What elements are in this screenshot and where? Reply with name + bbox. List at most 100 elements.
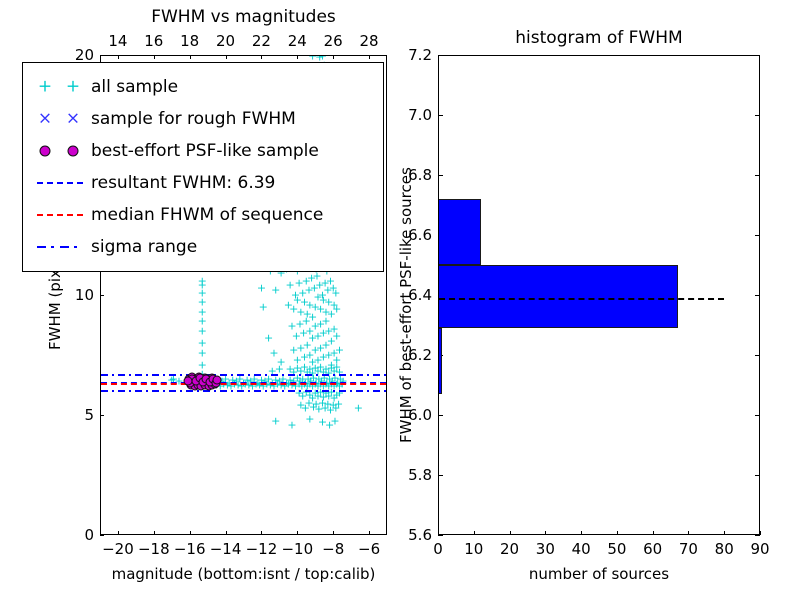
- all-sample-point: +: [242, 373, 252, 387]
- histogram-title: histogram of FWHM: [515, 28, 683, 48]
- all-sample-point: +: [287, 418, 297, 432]
- all-sample-point: +: [305, 412, 315, 426]
- all-sample-point: +: [315, 278, 325, 292]
- all-sample-point: +: [298, 286, 308, 300]
- histogram-bar: [439, 199, 481, 265]
- scatter-top-xtick: [369, 55, 371, 59]
- all-sample-point: +: [295, 374, 305, 388]
- scatter-reference-line: [101, 382, 386, 385]
- scatter-xtick: [117, 531, 119, 535]
- all-sample-point: +: [296, 364, 306, 378]
- all-sample-point: +: [197, 278, 207, 292]
- histogram-ytick-label: 5.8: [408, 466, 432, 484]
- legend-item-marker: [29, 135, 91, 167]
- all-sample-point: +: [326, 361, 336, 375]
- histogram-ytick: [438, 55, 443, 56]
- all-sample-point: +: [335, 372, 345, 386]
- all-sample-point: +: [318, 379, 328, 393]
- histogram-xtick: [438, 531, 439, 535]
- all-sample-point: +: [301, 385, 311, 399]
- all-sample-point: +: [294, 386, 304, 400]
- all-sample-point: +: [324, 368, 333, 379]
- histogram-ytick: [438, 115, 443, 116]
- all-sample-point: +: [301, 314, 311, 328]
- histogram-ytick: [438, 175, 443, 176]
- all-sample-point: +: [231, 374, 241, 388]
- all-sample-point: +: [353, 401, 363, 415]
- all-sample-point: +: [324, 379, 334, 393]
- all-sample-point: +: [296, 305, 306, 319]
- scatter-top-xtick-label: 26: [323, 32, 343, 50]
- legend-item-marker: [29, 231, 91, 263]
- plus-icon: +: [37, 76, 53, 97]
- all-sample-point: +: [287, 378, 297, 392]
- all-sample-point: +: [197, 305, 207, 319]
- all-sample-point: +: [326, 385, 336, 399]
- histogram-ytick-right: [755, 175, 760, 176]
- histogram-xtick: [473, 531, 475, 535]
- scatter-top-xtick-label: 14: [108, 32, 128, 50]
- legend-item-marker: × ×: [29, 103, 91, 135]
- histogram-ytick-right: [755, 235, 760, 236]
- scatter-xtick: [333, 531, 335, 535]
- scatter-ytick: [100, 535, 104, 536]
- all-sample-point: +: [318, 350, 328, 364]
- all-sample-point: +: [310, 319, 320, 333]
- all-sample-point: +: [278, 372, 288, 386]
- all-sample-point: +: [290, 379, 301, 393]
- scatter-top-xtick: [297, 55, 299, 59]
- scatter-xtick: [369, 531, 371, 535]
- histogram-xtick-label: 50: [607, 540, 627, 558]
- all-sample-point: +: [300, 401, 310, 415]
- all-sample-point: +: [338, 374, 348, 388]
- scatter-title: FWHM vs magnitudes: [151, 7, 336, 27]
- histogram-xtick: [581, 531, 583, 535]
- all-sample-point: +: [274, 362, 284, 376]
- all-sample-point: +: [329, 391, 339, 405]
- all-sample-point: +: [304, 283, 314, 297]
- all-sample-point: +: [328, 398, 338, 412]
- all-sample-point: +: [289, 302, 299, 316]
- all-sample-point: +: [256, 281, 267, 295]
- all-sample-point: +: [302, 307, 312, 321]
- all-sample-point: +: [325, 403, 336, 417]
- scatter-ytick-label: 10: [74, 286, 94, 304]
- histogram-ytick-right: [755, 55, 760, 56]
- all-sample-point: +: [321, 362, 331, 376]
- all-sample-point: +: [334, 379, 345, 393]
- legend-item-label: median FHWM of sequence: [91, 204, 324, 225]
- all-sample-point: +: [321, 314, 331, 328]
- histogram-ytick-right: [755, 535, 760, 536]
- all-sample-point: +: [220, 372, 231, 386]
- all-sample-point: +: [310, 361, 320, 375]
- scatter-xtick: [261, 531, 263, 535]
- all-sample-point: +: [330, 414, 340, 428]
- all-sample-point: +: [289, 374, 299, 388]
- all-sample-point: +: [315, 56, 325, 64]
- all-sample-point: +: [222, 378, 232, 392]
- all-sample-point: +: [314, 372, 324, 386]
- all-sample-point: +: [302, 338, 312, 352]
- all-sample-point: +: [265, 378, 276, 392]
- histogram-xtick: [545, 531, 547, 535]
- scatter-reference-line: [101, 373, 386, 376]
- all-sample-point: +: [314, 402, 324, 416]
- dot-icon: [39, 145, 51, 157]
- all-sample-point: +: [329, 379, 339, 393]
- all-sample-point: +: [333, 397, 344, 411]
- all-sample-point: +: [260, 374, 270, 388]
- all-sample-point: +: [256, 373, 267, 387]
- scatter-ytick: [100, 415, 104, 416]
- all-sample-point: +: [197, 286, 207, 300]
- histogram-median-line: [439, 298, 725, 300]
- all-sample-point: +: [324, 295, 334, 309]
- all-sample-point: +: [294, 276, 304, 290]
- scatter-top-xtick-label: 16: [144, 32, 164, 50]
- all-sample-point: +: [313, 364, 323, 378]
- psf-sample-point: [183, 376, 193, 386]
- all-sample-point: +: [313, 329, 323, 343]
- histogram-ytick-right: [755, 295, 760, 296]
- all-sample-point: +: [235, 372, 245, 386]
